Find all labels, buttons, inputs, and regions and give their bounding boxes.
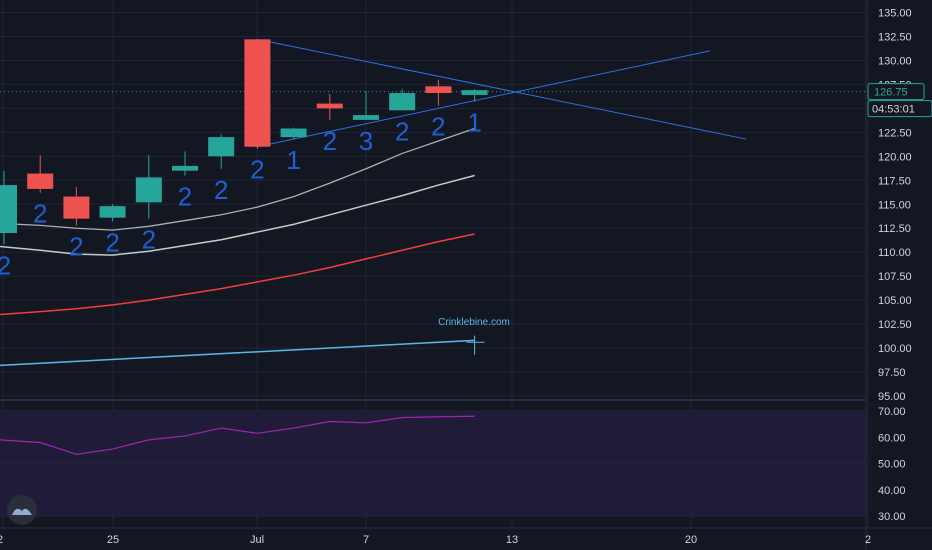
- candle-body: [244, 39, 271, 147]
- time-tick-label: 13: [506, 534, 518, 546]
- candle-body: [172, 165, 198, 171]
- moving-averages: [0, 127, 485, 367]
- candle-body: [280, 128, 307, 138]
- rsi-tick-label: 30.00: [878, 511, 906, 523]
- last-price-badge: [867, 83, 925, 101]
- wave-count-label: 2: [214, 175, 228, 205]
- price-tick-label: 105.00: [878, 295, 912, 307]
- price-tick-label: 130.00: [878, 55, 912, 67]
- moving-average-line: [0, 233, 475, 316]
- time-tick-label: 20: [685, 534, 697, 546]
- candle-body: [353, 115, 379, 120]
- moving-average-line: [0, 339, 475, 367]
- countdown-badge: [867, 100, 932, 118]
- logo-icon[interactable]: [7, 495, 37, 525]
- rsi-tick-label: 60.00: [878, 432, 906, 444]
- price-tick-label: 120.00: [878, 151, 912, 163]
- candle-body: [0, 185, 17, 234]
- price-tick-label: 107.50: [878, 271, 912, 283]
- wave-count-label: 3: [359, 126, 373, 156]
- time-tick-label: 25: [107, 534, 119, 546]
- price-tick-label: 97.50: [878, 367, 906, 379]
- rsi-tick-label: 40.00: [878, 485, 906, 497]
- price-tick-label: 132.50: [878, 31, 912, 43]
- rsi-pane: 70.00 60.00 50.00 40.00 30.00: [0, 406, 906, 523]
- candle-body: [27, 173, 54, 189]
- trendline[interactable]: [257, 50, 711, 148]
- price-tick-label: 102.50: [878, 319, 912, 331]
- price-tick-label: 112.50: [878, 223, 911, 235]
- candle-body: [316, 103, 343, 109]
- wave-count-label: 2: [142, 225, 156, 255]
- moving-average-line: [0, 127, 475, 231]
- price-tick-label: 122.50: [878, 127, 912, 139]
- wave-count-label: 2: [178, 181, 192, 211]
- wave-counts: 222 2 22 22 12 3 2 2 1: [0, 108, 482, 281]
- candle-body: [135, 177, 162, 203]
- wave-count-label: 2: [431, 111, 445, 141]
- candle-body: [63, 196, 90, 219]
- wave-count-label: 1: [467, 108, 481, 138]
- last-price-label: 126.75: [874, 87, 908, 99]
- price-tick-label: 110.00: [878, 247, 911, 259]
- wave-count-label: 2: [105, 228, 119, 258]
- price-tick-label: 115.00: [878, 199, 911, 211]
- moving-average-line: [0, 174, 475, 256]
- rsi-tick-label: 50.00: [878, 459, 906, 471]
- countdown-label: 04:53:01: [872, 104, 915, 116]
- watermark: Crinklebine.com: [438, 317, 510, 328]
- price-tick-label: 135.00: [878, 8, 912, 20]
- wave-count-label: 2: [69, 231, 83, 261]
- price-tick-label: 95.00: [878, 391, 906, 403]
- wave-count-label: 2: [33, 199, 47, 229]
- time-tick-label: 2: [865, 534, 871, 546]
- candle-body: [425, 86, 452, 94]
- wave-count-label: 2: [323, 126, 337, 156]
- wave-count-label: 1: [286, 145, 300, 175]
- candle-body: [461, 90, 488, 95]
- candle-body: [208, 137, 235, 157]
- wave-count-label: 2: [395, 116, 409, 146]
- candle-body: [99, 206, 126, 218]
- time-tick-label: 7: [363, 534, 369, 546]
- trendline[interactable]: [257, 38, 747, 140]
- wave-count-label: 2: [250, 155, 264, 185]
- price-tick-label: 117.50: [878, 175, 911, 187]
- candles: [0, 39, 488, 245]
- wave-count-label: 2: [0, 251, 11, 281]
- rsi-tick-label: 70.00: [878, 406, 906, 418]
- time-tick-label: Jul: [250, 534, 264, 546]
- time-tick-label: 22: [0, 534, 3, 546]
- price-tick-label: 100.00: [878, 343, 912, 355]
- rsi-line: [0, 415, 475, 455]
- candle-body: [389, 93, 416, 111]
